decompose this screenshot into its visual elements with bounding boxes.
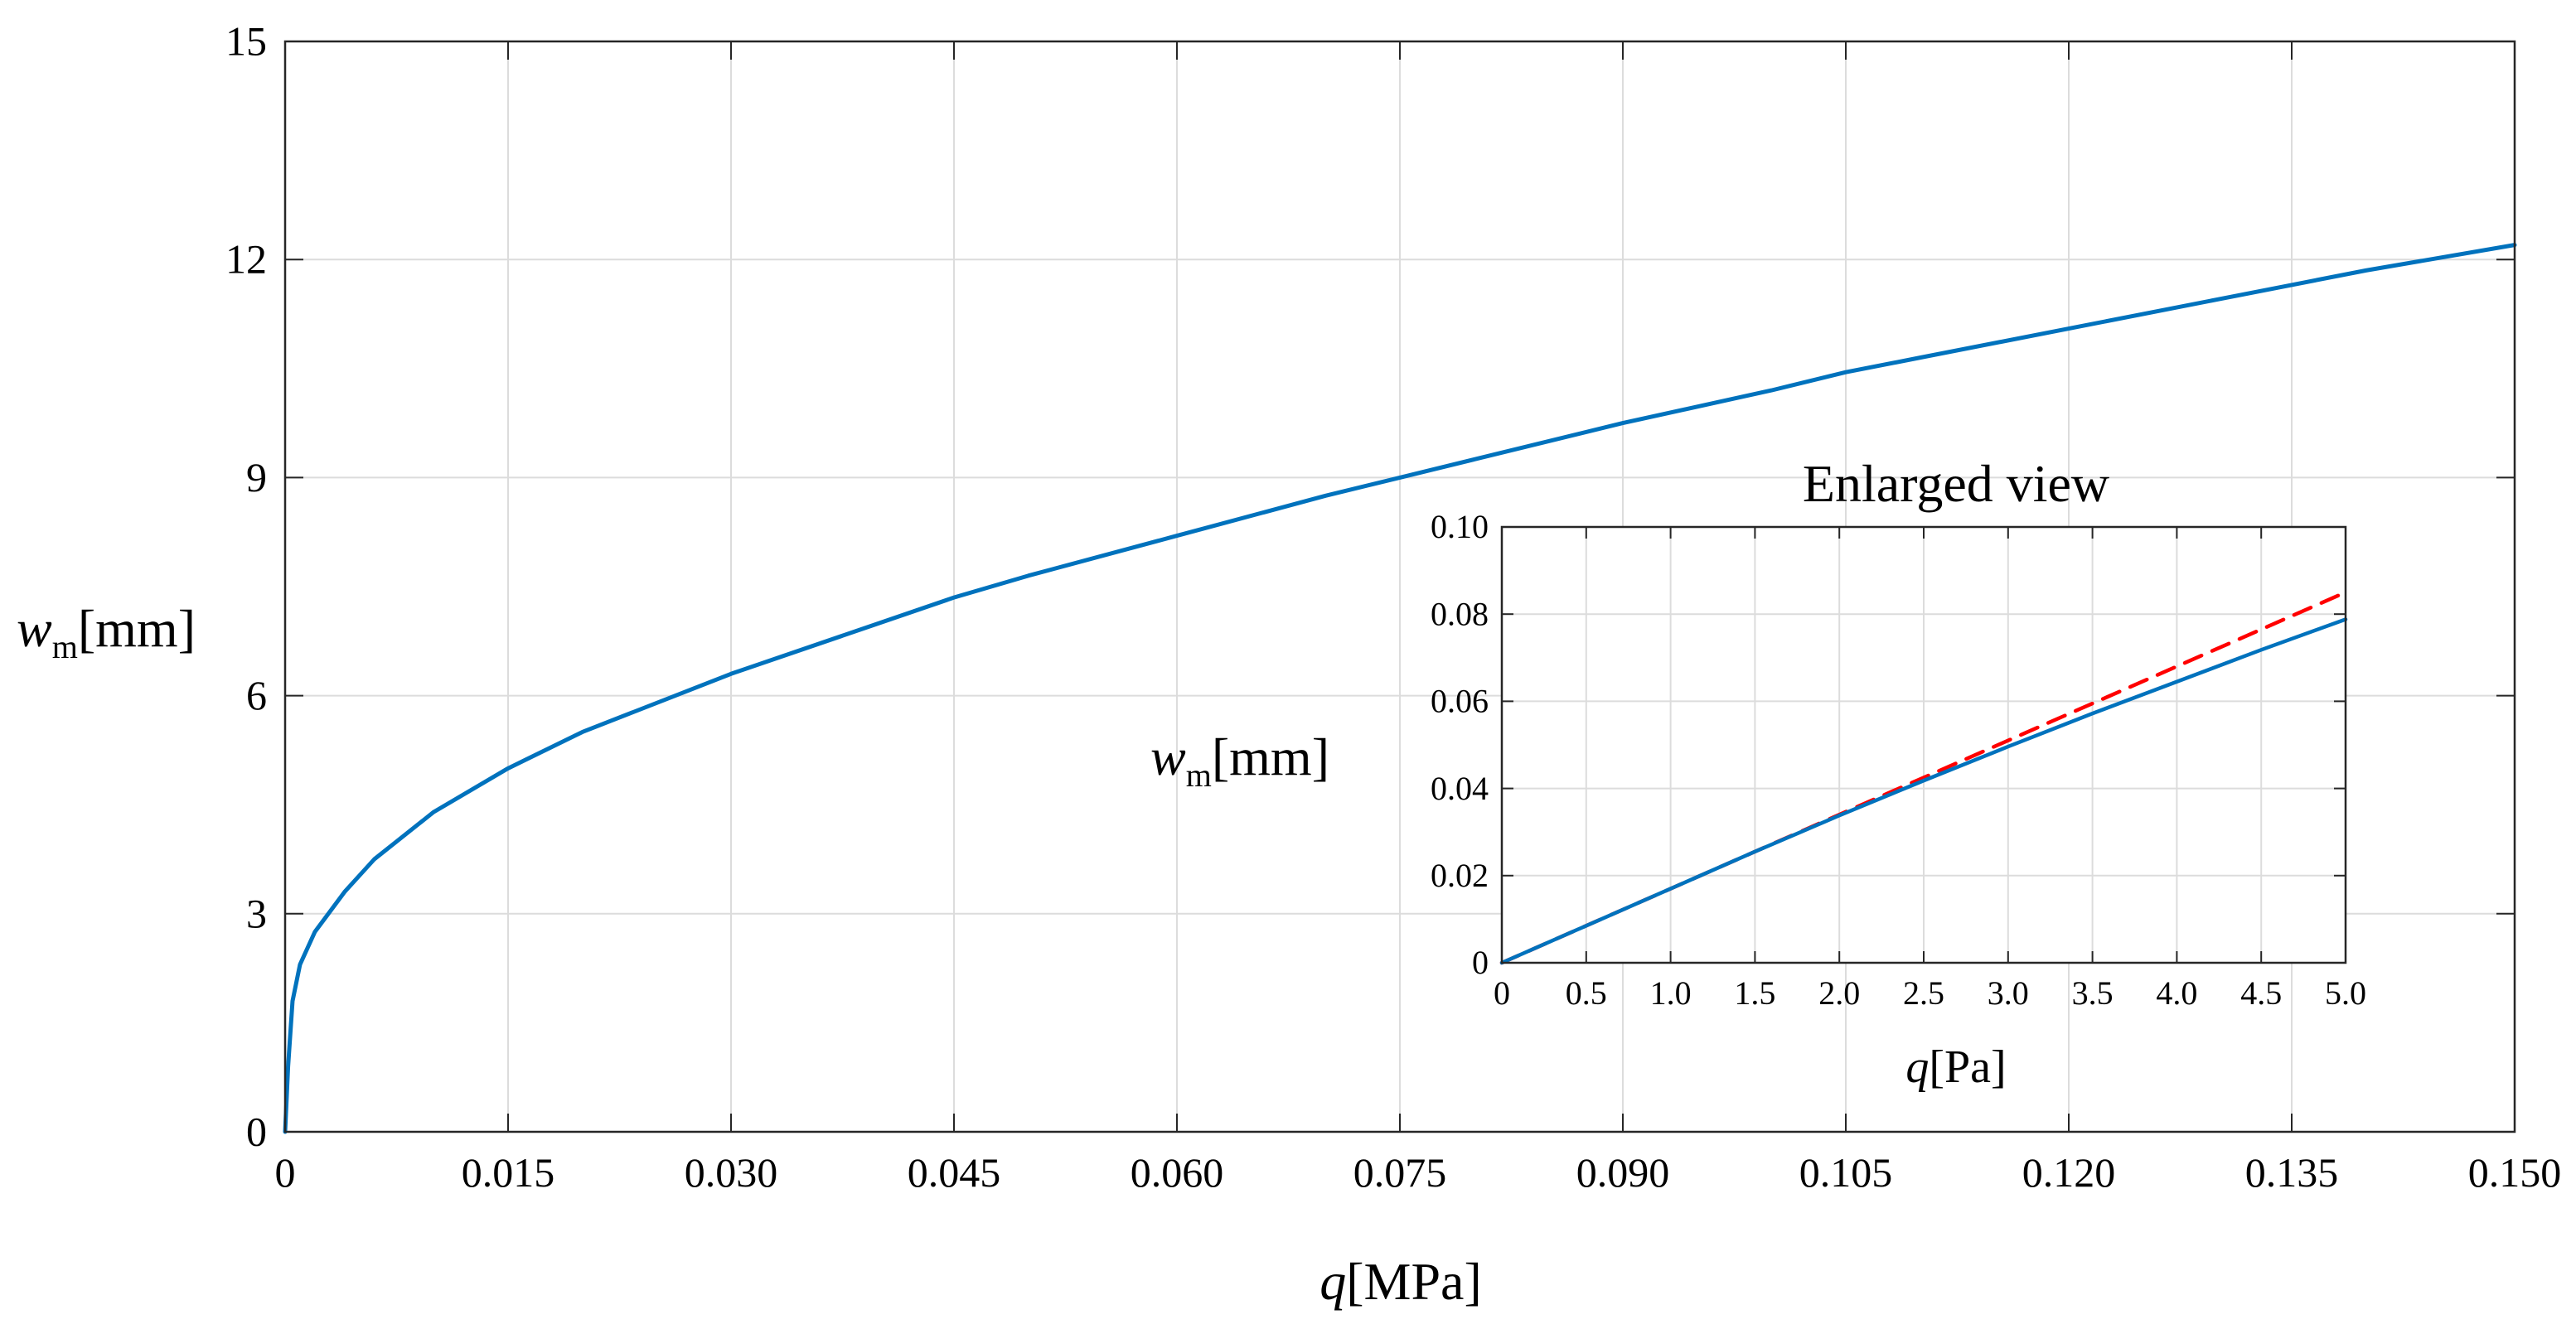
main-x-tick-label: 0.030 [685, 1149, 778, 1196]
inset-x-axis-unit: [Pa] [1929, 1041, 2006, 1093]
inset-x-tick-label: 2.5 [1903, 974, 1944, 1012]
main-series [283, 243, 2517, 1134]
inset-x-tick-label: 4.0 [2156, 974, 2197, 1012]
inset-x-tick-label: 2.0 [1818, 974, 1860, 1012]
main-x-axis-label: q[MPa] [1319, 1252, 1482, 1311]
main-x-tick-label: 0.135 [2245, 1149, 2339, 1196]
inset-grid [1502, 527, 2346, 963]
inset-ticks [1501, 526, 2346, 964]
inset-x-tick-label: 3.0 [1988, 974, 2029, 1012]
main-tick-labels: 0 0.015 0.030 0.045 0.060 0.075 0.090 0.105 0.12… [225, 18, 2561, 1196]
main-y-axis-unit: [mm] [78, 599, 196, 658]
inset-y-tick-label: 0.10 [1431, 508, 1489, 545]
inset-x-tick-label: 5.0 [2325, 974, 2366, 1012]
main-ticks [284, 41, 2515, 1133]
main-y-tick-label: 0 [246, 1109, 267, 1155]
main-x-tick-label: 0.060 [1131, 1149, 1224, 1196]
main-y-axis-sub: m [52, 628, 78, 665]
inset-title: Enlarged view [1803, 454, 2109, 513]
inset-tick-labels: 0 0.5 1.0 1.5 2.0 2.5 3.0 3.5 4.0 4.5 5.0 0 0.02 0.04… [1431, 508, 2366, 1012]
inset-plot: 0 0.5 1.0 1.5 2.0 2.5 3.0 3.5 4.0 4.5 5.0 0 0.02 0.04… [1150, 454, 2366, 1093]
main-series-line-w-m [283, 243, 2517, 1134]
inset-y-axis-sub: m [1186, 756, 1212, 794]
inset-x-tick-label: 1.0 [1650, 974, 1692, 1012]
inset-y-tick-label: 0.06 [1431, 683, 1489, 720]
inset-x-tick-label: 0.5 [1566, 974, 1607, 1012]
main-x-tick-label: 0.075 [1353, 1149, 1447, 1196]
inset-x-axis-var: q [1905, 1041, 1929, 1093]
inset-series [1499, 590, 2348, 965]
main-x-axis-unit: [MPa] [1346, 1252, 1482, 1311]
main-x-tick-label: 0.015 [462, 1149, 555, 1196]
main-y-tick-label: 6 [246, 672, 267, 718]
inset-x-tick-label: 3.5 [2072, 974, 2114, 1012]
inset-y-tick-label: 0 [1472, 944, 1489, 981]
inset-x-axis-label: q[Pa] [1905, 1041, 2006, 1093]
inset-y-tick-label: 0.08 [1431, 595, 1489, 632]
main-y-tick-label: 15 [225, 18, 267, 65]
main-x-tick-label: 0.090 [1576, 1149, 1670, 1196]
inset-y-axis-var: w [1150, 727, 1186, 786]
inset-x-tick-label: 1.5 [1734, 974, 1775, 1012]
main-x-tick-label: 0 [275, 1149, 296, 1196]
main-y-axis-label: wm[mm] [17, 599, 196, 665]
main-x-axis-var: q [1319, 1252, 1346, 1311]
main-x-tick-label: 0.120 [2022, 1149, 2116, 1196]
main-y-tick-label: 3 [246, 890, 267, 936]
main-x-tick-label: 0.045 [908, 1149, 1001, 1196]
inset-x-tick-label: 4.5 [2240, 974, 2282, 1012]
inset-y-axis-label: wm[mm] [1150, 727, 1329, 794]
inset-y-tick-label: 0.04 [1431, 770, 1489, 807]
inset-y-axis-unit: [mm] [1212, 727, 1329, 786]
main-y-axis-var: w [17, 599, 52, 658]
main-x-tick-label: 0.150 [2468, 1149, 2562, 1196]
main-y-tick-label: 9 [246, 454, 267, 500]
inset-y-tick-label: 0.02 [1431, 857, 1489, 894]
main-y-tick-label: 12 [225, 236, 267, 283]
main-x-tick-label: 0.105 [1799, 1149, 1893, 1196]
inset-series-line-nonlinear [1499, 617, 2348, 965]
inset-x-tick-label: 0 [1494, 974, 1510, 1012]
